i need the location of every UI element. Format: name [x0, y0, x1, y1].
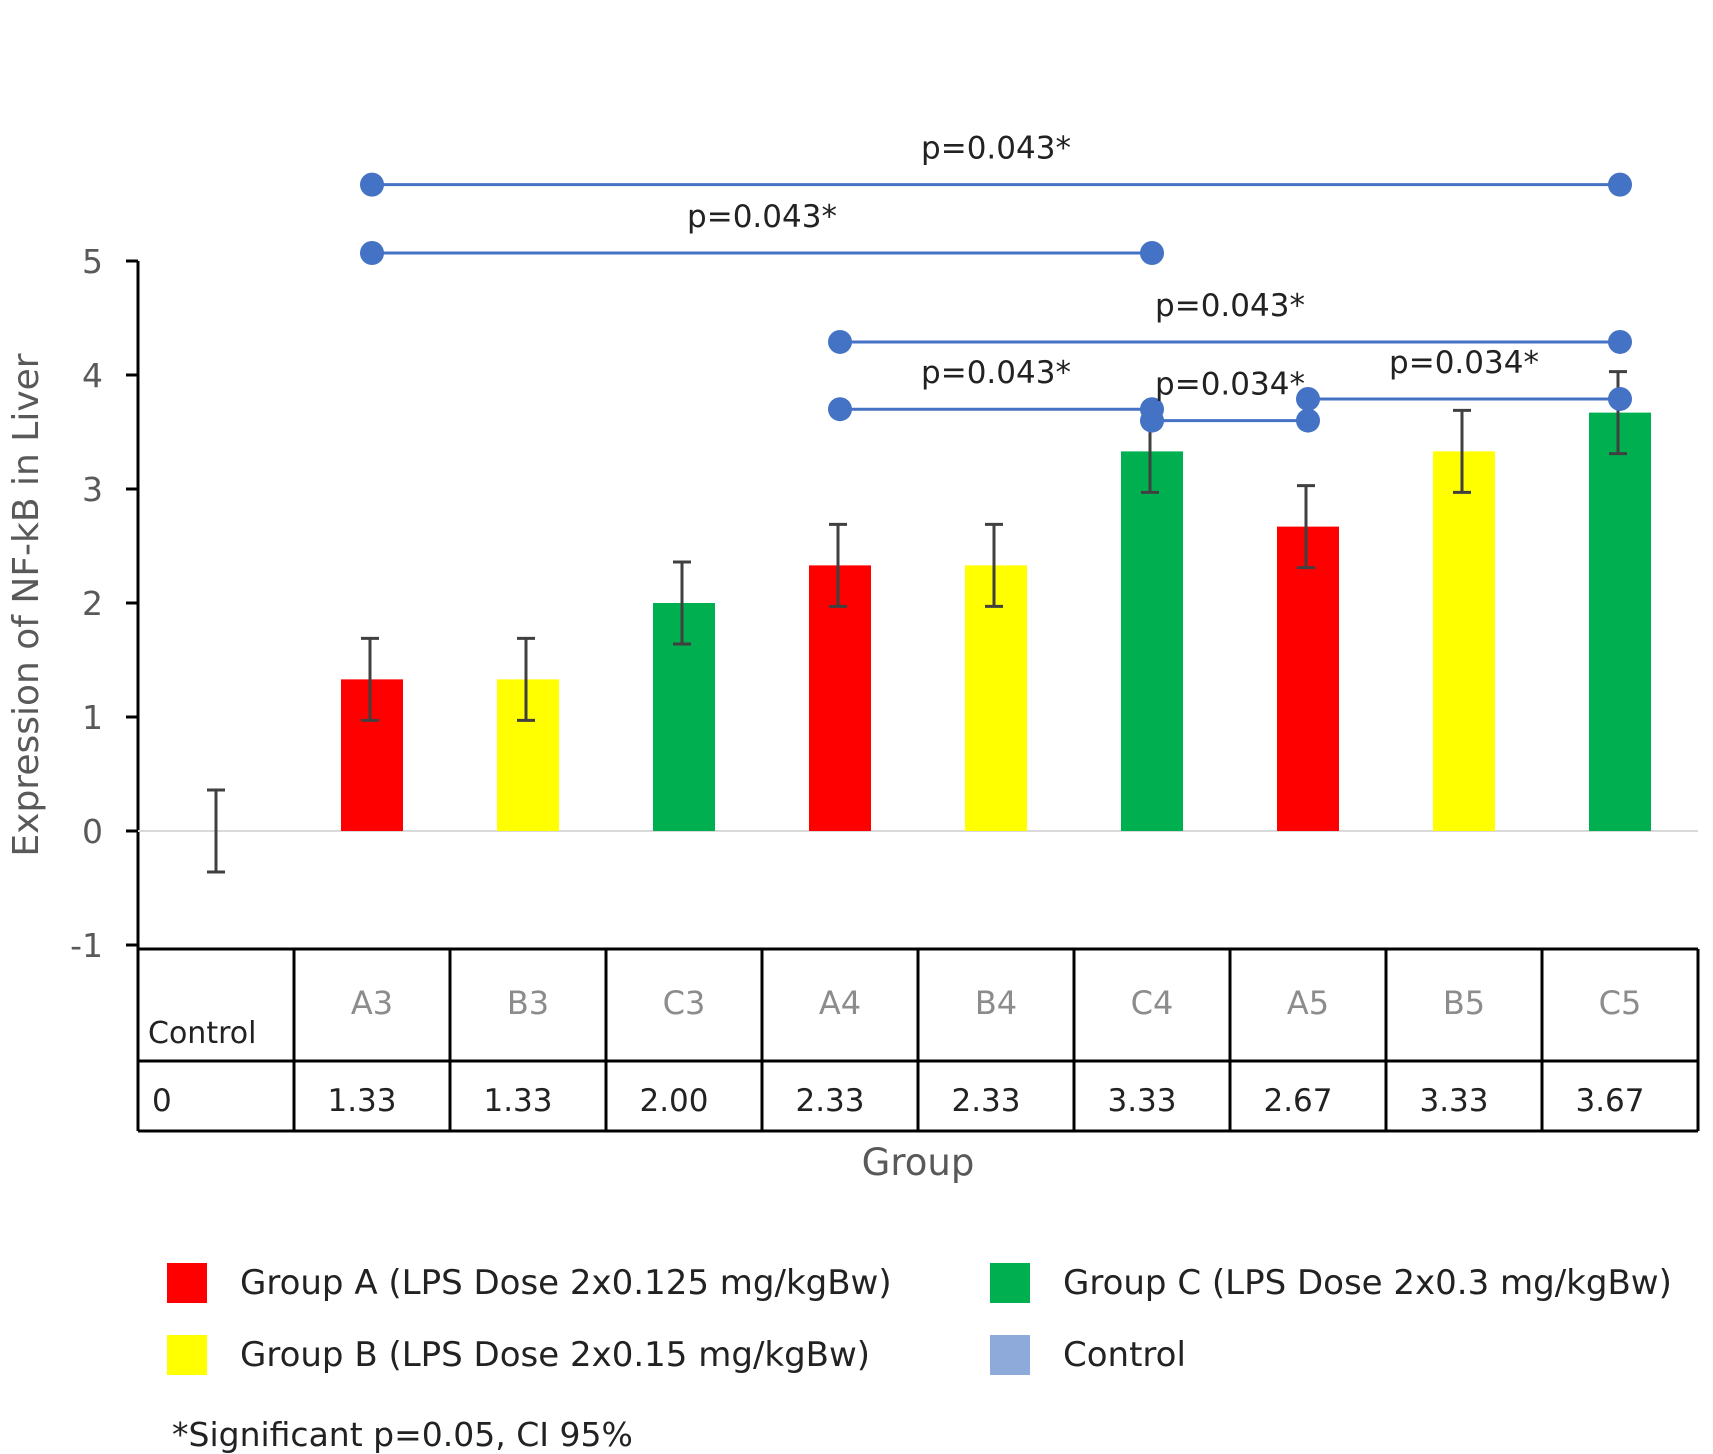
comparison-p-value-4: p=0.034*: [1389, 345, 1539, 381]
comparison-dot-start-4: [1296, 386, 1320, 411]
y-tick-label: -1: [70, 926, 103, 965]
comparison-p-value-5: p=0.034*: [1155, 367, 1305, 403]
value-label-c3: 2.00: [639, 1083, 708, 1119]
bar-a3: [341, 679, 403, 831]
comparison-dot-end-4: [1608, 386, 1632, 411]
value-label-b5: 3.33: [1419, 1083, 1488, 1119]
legend-swatch-group-c: [990, 1263, 1030, 1303]
data-table: Control A3 B3 C3 A4 B4 C4 A5 B5 C5 0 1.33 1.33 2.00 2.…: [138, 947, 1700, 1133]
error-bars: [207, 370, 1627, 874]
legend-item-group-a: Group A (LPS Dose 2x0.125 mg/kgBw): [167, 1263, 892, 1303]
value-label-b4: 2.33: [951, 1083, 1020, 1119]
legend-label-group-a: Group A (LPS Dose 2x0.125 mg/kgBw): [240, 1263, 892, 1303]
legend-item-control: Control: [990, 1335, 1186, 1375]
y-tick-label: 0: [82, 812, 103, 851]
bars: [341, 412, 1651, 831]
bar-a5: [1277, 526, 1339, 831]
comparison-p-value-0: p=0.043*: [921, 131, 1071, 167]
bar-b4: [965, 565, 1027, 831]
category-label-b4: B4: [975, 984, 1017, 1022]
y-axis-label: Expression of NF-kB in Liver: [6, 353, 47, 856]
value-label-c4: 3.33: [1107, 1083, 1176, 1119]
y-tick-label: 2: [82, 584, 103, 623]
legend-label-group-b: Group B (LPS Dose 2x0.15 mg/kgBw): [240, 1335, 871, 1375]
comparison-dot-end-5: [1296, 408, 1320, 433]
comparison-dot-start-1: [360, 241, 384, 266]
legend-swatch-group-a: [167, 1263, 207, 1303]
significance-footnote: *Significant p=0.05, CI 95%: [172, 1415, 633, 1454]
bar-c4: [1121, 451, 1183, 831]
legend-item-group-c: Group C (LPS Dose 2x0.3 mg/kgBw): [990, 1263, 1672, 1303]
legend-label-control: Control: [1063, 1335, 1186, 1375]
value-label-b3: 1.33: [483, 1083, 552, 1119]
y-tick-label: 5: [82, 242, 103, 281]
bar-a4: [809, 565, 871, 831]
value-label-a4: 2.33: [795, 1083, 864, 1119]
value-label-control: 0: [152, 1083, 172, 1119]
bar-b3: [497, 679, 559, 831]
comparison-p-value-2: p=0.043*: [1155, 288, 1305, 324]
category-label-a4: A4: [819, 984, 861, 1022]
category-label-c5: C5: [1599, 984, 1642, 1022]
category-label-b3: B3: [507, 984, 549, 1022]
comparison-p-value-3: p=0.043*: [921, 355, 1071, 391]
legend-item-group-b: Group B (LPS Dose 2x0.15 mg/kgBw): [167, 1335, 870, 1375]
bar-c3: [653, 603, 715, 831]
value-label-c5: 3.67: [1575, 1083, 1644, 1119]
significance-brackets: p=0.043* p=0.043* p=0.043* p=0.043* p=0.034*…: [360, 131, 1632, 433]
comparison-dot-end-0: [1608, 172, 1632, 197]
y-tick-label: 1: [82, 698, 103, 737]
category-label-a5: A5: [1287, 984, 1329, 1022]
comparison-p-value-1: p=0.043*: [687, 199, 837, 235]
comparison-dot-end-1: [1140, 241, 1164, 266]
value-label-a3: 1.33: [327, 1083, 396, 1119]
comparison-dot-end-2: [1608, 329, 1632, 354]
category-label-c3: C3: [663, 984, 706, 1022]
comparison-dot-start-0: [360, 172, 384, 197]
y-tick-label: 4: [82, 356, 103, 395]
comparison-dot-start-5: [1140, 408, 1164, 433]
x-axis-label: Group: [862, 1141, 975, 1184]
bar-b5: [1433, 451, 1495, 831]
category-label-c4: C4: [1131, 984, 1174, 1022]
category-label-control: Control: [148, 1016, 256, 1051]
legend-swatch-group-b: [167, 1335, 207, 1375]
legend-label-group-c: Group C (LPS Dose 2x0.3 mg/kgBw): [1063, 1263, 1672, 1303]
comparison-dot-start-3: [828, 397, 852, 422]
comparison-dot-start-2: [828, 329, 852, 354]
value-label-a5: 2.67: [1263, 1083, 1332, 1119]
y-tick-label: 3: [82, 470, 103, 509]
legend-swatch-control: [990, 1335, 1030, 1375]
category-label-a3: A3: [351, 984, 393, 1022]
bar-c5: [1589, 412, 1651, 831]
category-label-b5: B5: [1443, 984, 1485, 1022]
